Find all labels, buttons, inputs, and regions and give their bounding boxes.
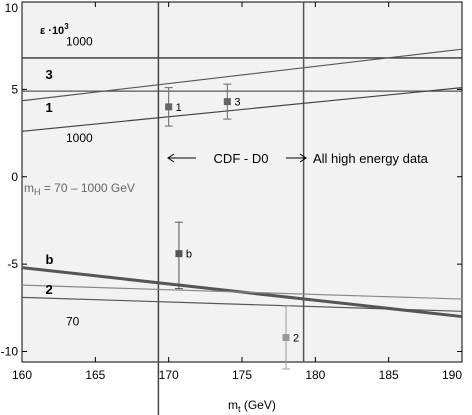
cdf-d0-range-arrow — [167, 153, 307, 163]
series-line-2_70 — [21, 284, 463, 300]
curve-label-1000-top: 1000 — [66, 35, 93, 49]
y-tick-label-5: 5 — [11, 82, 18, 96]
series-line-1_1000 — [21, 87, 463, 132]
curve-label-3: 3 — [45, 67, 52, 82]
x-tick-label-185: 185 — [379, 368, 399, 382]
cdf-d0-label: CDF - D0 — [214, 151, 269, 166]
data-point-1: 1 — [164, 87, 182, 127]
x-tick-label-160: 160 — [12, 368, 32, 382]
x-axis-label: mt (GeV) — [228, 398, 276, 414]
x-tick-label-180: 180 — [305, 368, 325, 382]
data-point-2: 2 — [282, 305, 299, 370]
y-tick-label-10: 10 — [5, 1, 19, 15]
y-tick-label--10: -10 — [1, 345, 19, 359]
series-line-70 — [21, 296, 463, 312]
y-tick-label-0: 0 — [11, 170, 18, 184]
y-axis-label: ε ·103 — [40, 22, 69, 37]
data-point-3: 3 — [223, 83, 240, 120]
y-tick-label--5: -5 — [7, 257, 18, 271]
curve-label-1000-bottom: 1000 — [66, 131, 93, 145]
data-point-b: b — [174, 221, 192, 290]
data-point-label-3: 3 — [234, 97, 240, 109]
data-point-label-b: b — [186, 249, 192, 261]
x-tick-label-165: 165 — [85, 368, 105, 382]
curve-label-b: b — [45, 252, 53, 267]
curve-label-1: 1 — [45, 100, 52, 115]
curve-label-70: 70 — [66, 314, 80, 328]
x-tick-label-170: 170 — [159, 368, 179, 382]
curve-label-2: 2 — [45, 282, 52, 297]
mh-range-label: mH = 70 – 1000 GeV — [24, 181, 135, 197]
series-line-3_1000 — [21, 48, 463, 102]
x-tick-label-175: 175 — [232, 368, 252, 382]
plot-background — [21, 1, 463, 363]
data-point-label-2: 2 — [293, 333, 299, 345]
data-point-label-1: 1 — [176, 102, 182, 114]
x-tick-label-190: 190 — [442, 368, 462, 382]
high-energy-data-label: All high energy data — [313, 151, 429, 166]
